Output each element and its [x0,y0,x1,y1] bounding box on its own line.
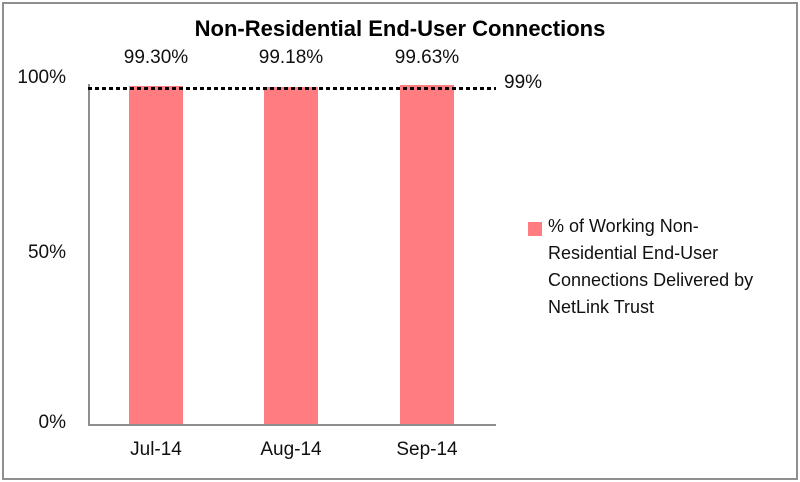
y-axis-tick-100: 100% [17,67,66,88]
y-axis-tick-50: 50% [27,242,66,263]
y-axis-tick-0: 0% [38,412,66,433]
x-axis-label-aug14: Aug-14 [260,439,322,460]
legend-label-line-1: % of Working Non- [548,216,699,236]
data-label-aug14: 99.18% [258,47,324,68]
legend-label: % of Working Non- Residential End-User C… [548,213,753,321]
data-label-jul14: 99.30% [123,47,189,68]
target-line-label: 99% [504,72,543,93]
target-line-99pct [88,87,496,90]
legend-label-line-2: Residential End-User [548,243,719,263]
legend-label-line-4: NetLink Trust [548,297,655,317]
plot-area [88,84,496,426]
x-axis-label-jul14: Jul-14 [130,439,182,460]
x-axis-label-sep14: Sep-14 [396,439,458,460]
bar-sep14 [400,85,454,424]
legend: % of Working Non- Residential End-User C… [528,213,753,321]
legend-label-line-3: Connections Delivered by [548,270,754,290]
chart-title: Non-Residential End-User Connections [194,16,606,41]
bar-jul14 [129,86,183,424]
legend-swatch [528,222,542,236]
bar-aug14 [264,87,318,424]
data-label-sep14: 99.63% [394,47,460,68]
